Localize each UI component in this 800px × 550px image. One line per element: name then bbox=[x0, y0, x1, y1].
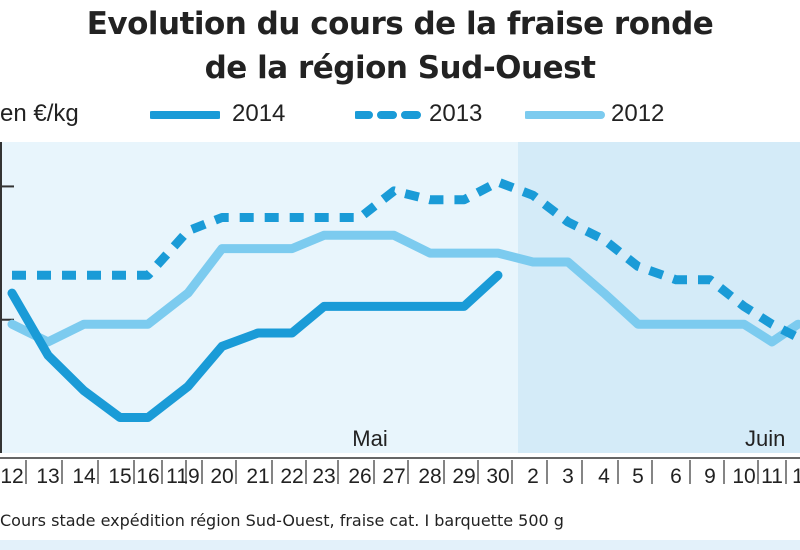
chart-title: Evolution du cours de la fraise ronde de… bbox=[0, 2, 800, 90]
x-tick-label: 26 bbox=[348, 465, 371, 488]
legend-label-2013: 2013 bbox=[429, 100, 483, 127]
series-line-2013 bbox=[12, 177, 800, 342]
x-tick-label: 2 bbox=[527, 465, 539, 488]
month-label-juin: Juin bbox=[745, 426, 785, 451]
x-tick-label: 21 bbox=[246, 465, 269, 488]
chart-title-line2: de la région Sud-Ouest bbox=[204, 50, 596, 86]
x-tick-label: 22 bbox=[280, 465, 303, 488]
x-tick-label: 14 bbox=[72, 465, 96, 488]
x-tick-label: 11 bbox=[761, 465, 783, 488]
x-tick-label: 1 bbox=[792, 465, 800, 488]
x-tick-label: 6 bbox=[670, 465, 682, 488]
x-tick-label: 4 bbox=[598, 465, 610, 488]
x-tick-label: 13 bbox=[36, 465, 59, 488]
month-label-mai: Mai bbox=[352, 426, 387, 451]
x-tick-label: 16 bbox=[136, 465, 159, 488]
chart-title-line1: Evolution du cours de la fraise ronde bbox=[86, 6, 714, 42]
legend-label-2014: 2014 bbox=[232, 100, 286, 127]
x-tick-label: 3 bbox=[562, 465, 574, 488]
x-tick-label: 10 bbox=[732, 465, 755, 488]
x-tick-label: 5 bbox=[632, 465, 644, 488]
x-tick-label: 12 bbox=[0, 465, 23, 488]
plot-background-may bbox=[0, 142, 518, 453]
x-tick-label: 1 bbox=[166, 465, 178, 488]
legend-swatch-2013 bbox=[355, 111, 425, 119]
x-tick-label: 28 bbox=[418, 465, 441, 488]
x-tick-label: 27 bbox=[382, 465, 405, 488]
footnote: Cours stade expédition région Sud-Ouest,… bbox=[0, 511, 564, 530]
legend-label-2012: 2012 bbox=[611, 100, 665, 127]
legend-swatch-2012 bbox=[525, 111, 605, 119]
x-tick-label: 19 bbox=[176, 465, 199, 488]
series-line-2014 bbox=[7, 270, 503, 422]
x-tick-label: 15 bbox=[108, 465, 131, 488]
x-tick-label: 23 bbox=[312, 465, 335, 488]
x-tick-label: 9 bbox=[704, 465, 716, 488]
line-chart: 12 13 14 15 16 119 20 21 22 23 26 27 28 29 30 2 3 4 5 6 9 10 1… bbox=[0, 142, 800, 488]
legend-swatch-2014 bbox=[150, 111, 220, 119]
x-tick-label: 29 bbox=[452, 465, 475, 488]
series-line-2012 bbox=[7, 230, 800, 347]
bottom-band bbox=[0, 540, 800, 550]
x-tick-label: 20 bbox=[210, 465, 233, 488]
y-axis-unit-label: en €/kg bbox=[0, 100, 79, 127]
plot-background-june bbox=[518, 142, 800, 453]
x-tick-label: 30 bbox=[486, 465, 509, 488]
